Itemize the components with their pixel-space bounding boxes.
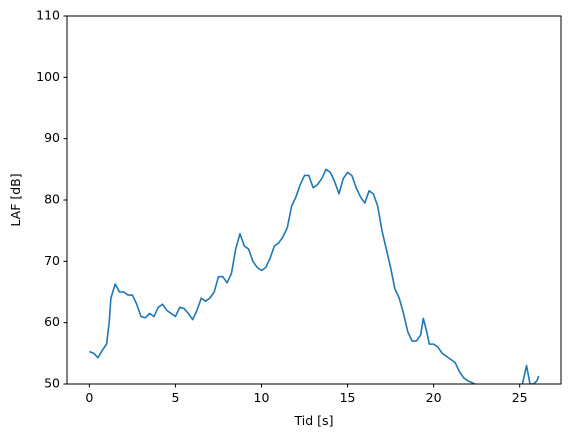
x-tick-label: 25 — [512, 390, 528, 405]
x-tick-label: 20 — [426, 390, 442, 405]
axes-frame — [66, 15, 562, 385]
y-tick-label: 100 — [36, 69, 60, 84]
y-tick-label: 110 — [36, 8, 60, 23]
plot-area — [89, 168, 540, 384]
x-tick-label: 0 — [85, 390, 93, 405]
data-line — [89, 168, 540, 384]
y-axis-label: LAF [dB] — [8, 173, 23, 226]
x-tick-label: 10 — [254, 390, 270, 405]
y-tick-label: 70 — [44, 253, 60, 268]
x-tick-label: 5 — [171, 390, 179, 405]
y-tick-label: 80 — [44, 192, 60, 207]
y-tick-label: 50 — [44, 376, 60, 391]
x-tick-label: 15 — [340, 390, 356, 405]
y-tick-label: 60 — [44, 314, 60, 329]
y-tick-label: 90 — [44, 130, 60, 145]
x-axis-label: Tid [s] — [294, 413, 334, 428]
